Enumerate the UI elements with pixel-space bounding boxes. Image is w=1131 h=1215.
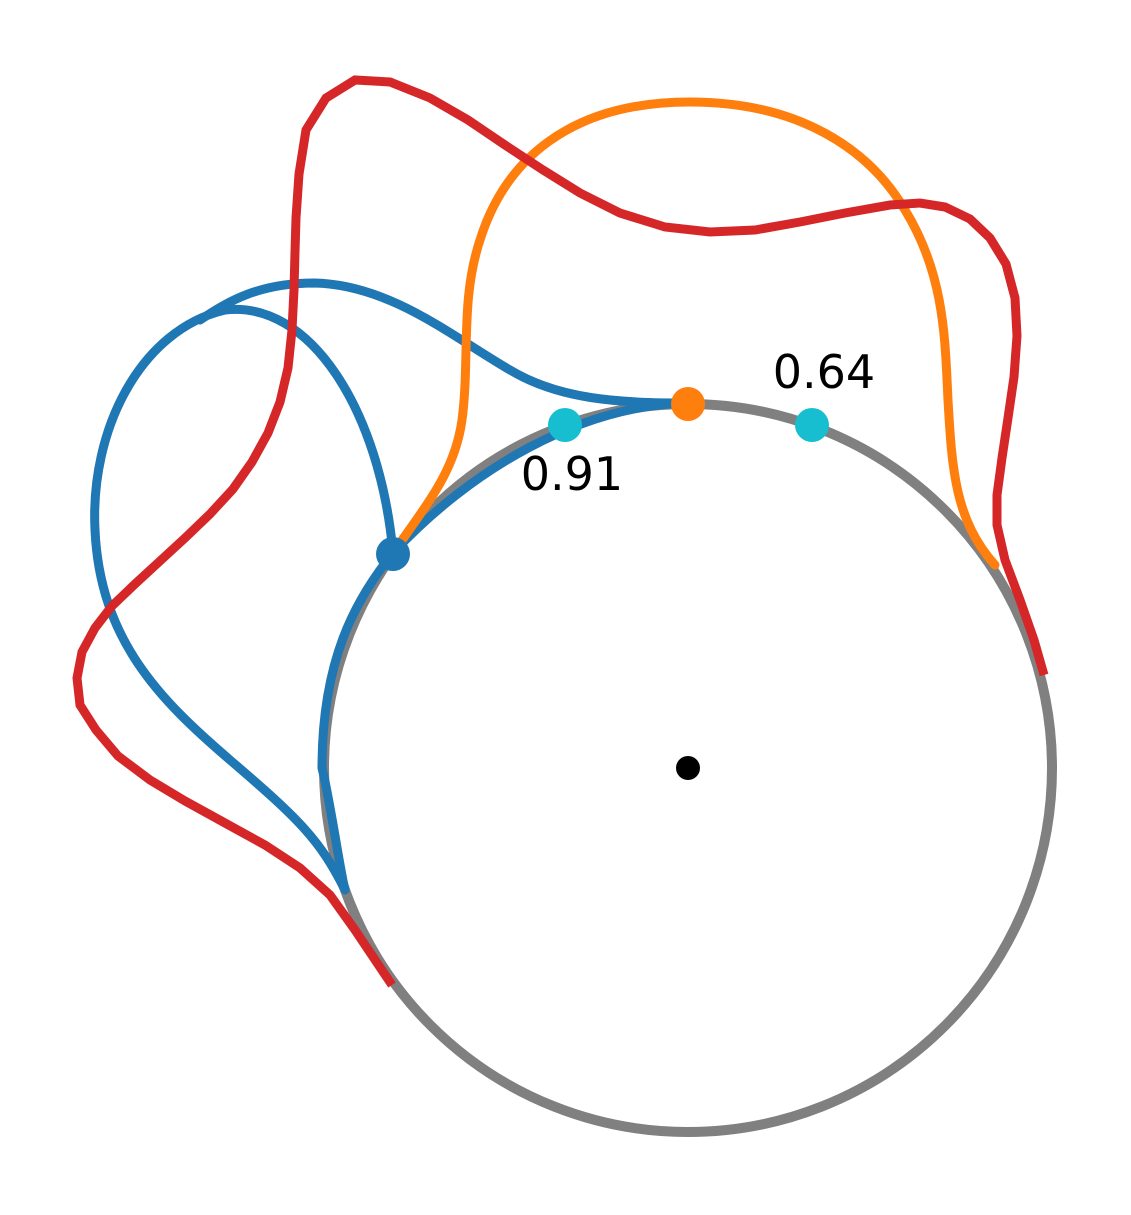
cyan-marker-right [795, 408, 829, 442]
orange-curve [388, 97, 1000, 570]
cyan-marker-left [548, 408, 582, 442]
value-label-left: 0.91 [521, 447, 623, 501]
center-point [676, 756, 700, 780]
blue-marker [376, 537, 410, 571]
value-label-right: 0.64 [773, 345, 875, 399]
red-curve [72, 75, 1049, 988]
orange-marker [671, 387, 705, 421]
